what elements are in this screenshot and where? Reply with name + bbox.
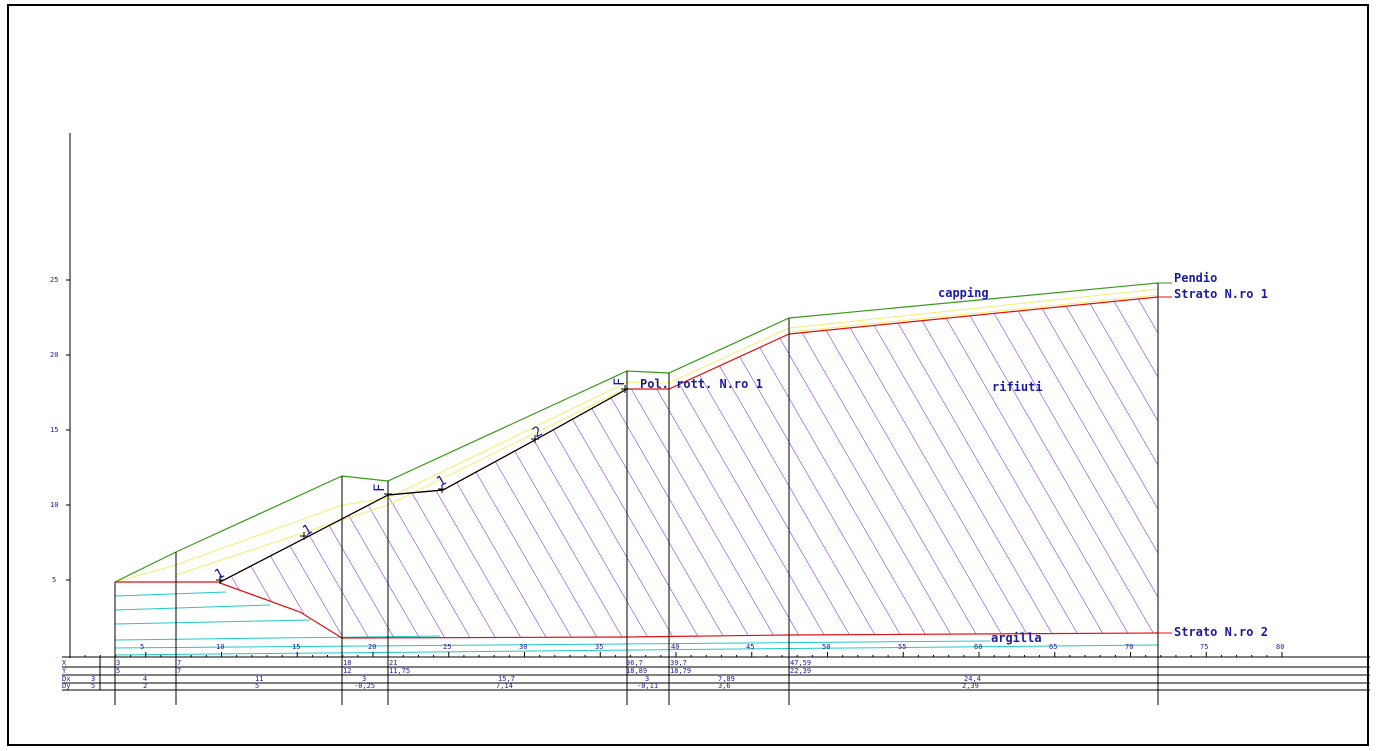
- y-tick-label: 15: [50, 426, 58, 434]
- surface-point-markers: [216, 385, 629, 584]
- table-x-cell: 36,7: [626, 659, 643, 667]
- x-tick-label: 70: [1125, 643, 1133, 651]
- table-row-label-dx: Dx: [62, 675, 70, 683]
- x-tick-label: 40: [671, 643, 679, 651]
- surface-marker-label: F: [372, 484, 388, 492]
- table-y-cell: 22,39: [790, 667, 811, 675]
- x-axis-table-lines: [62, 656, 1370, 691]
- rifiuti-label: rifiuti: [992, 380, 1043, 394]
- x-tick-label: 30: [519, 643, 527, 651]
- y-tick-label: 5: [52, 576, 56, 584]
- table-dx-cell: 11: [255, 675, 263, 683]
- table-row-label-x: X: [62, 659, 67, 667]
- strato2-label: Strato N.ro 2: [1174, 625, 1268, 639]
- x-tick-label: 60: [974, 643, 982, 651]
- table-y-cell: 18,89: [626, 667, 647, 675]
- argilla-label: argilla: [991, 631, 1042, 645]
- slip-surface-label: Pol. rott. N.ro 1: [640, 377, 763, 391]
- table-y-cell: 18,79: [670, 667, 691, 675]
- rifiuti-hatch-region: [220, 296, 1158, 638]
- x-tick-label: 45: [746, 643, 754, 651]
- x-axis-minor-ticks: [69, 652, 1283, 657]
- table-dy-cell: 7,14: [496, 682, 513, 690]
- y-tick-label: 20: [50, 351, 58, 359]
- table-row-label-y: Y: [62, 667, 67, 675]
- x-tick-label: 5: [140, 643, 144, 651]
- drawing-frame: [7, 4, 1369, 746]
- table-dy-cell: -0,11: [637, 682, 658, 690]
- table-dy-cell: 5: [91, 682, 95, 690]
- x-tick-label: 20: [368, 643, 376, 651]
- table-dx-cell: 15,7: [498, 675, 515, 683]
- table-y-cell: 7: [177, 667, 181, 675]
- y-tick-label: 25: [50, 276, 58, 284]
- table-y-cell: 11,75: [389, 667, 410, 675]
- y-axis-ticks: [66, 279, 70, 581]
- table-dx-cell: 3: [362, 675, 366, 683]
- table-x-cell: 7: [177, 659, 181, 667]
- strato1-label: Strato N.ro 1: [1174, 287, 1268, 301]
- table-dx-cell: 7,89: [718, 675, 735, 683]
- table-dx-cell: 4: [143, 675, 147, 683]
- table-dy-cell: 2: [143, 682, 147, 690]
- table-row-label-dy: Dy: [62, 682, 70, 690]
- table-dy-cell: 2,39: [962, 682, 979, 690]
- surface-marker-label: F: [612, 378, 628, 386]
- section-verticals: [114, 283, 1159, 705]
- x-tick-label: 25: [443, 643, 451, 651]
- pendio-label: Pendio: [1174, 271, 1217, 285]
- table-x-cell: 39,7: [670, 659, 687, 667]
- table-y-cell: 12: [343, 667, 351, 675]
- table-dx-cell: 3: [91, 675, 95, 683]
- slip-surface-line: [219, 388, 628, 583]
- label-connector-lines: [1158, 282, 1172, 634]
- x-tick-label: 10: [216, 643, 224, 651]
- ground-profile-line: [114, 282, 1159, 583]
- x-tick-label: 15: [292, 643, 300, 651]
- x-tick-label: 35: [595, 643, 603, 651]
- table-dx-cell: 24,4: [964, 675, 981, 683]
- table-dy-cell: -0,25: [354, 682, 375, 690]
- table-dy-cell: 3,6: [718, 682, 731, 690]
- argilla-layer-lines: [114, 591, 1159, 656]
- capping-label: capping: [938, 286, 989, 300]
- x-tick-label: 80: [1276, 643, 1284, 651]
- table-x-cell: 47,59: [790, 659, 811, 667]
- table-x-cell: 3: [116, 659, 120, 667]
- table-dy-cell: 5: [255, 682, 259, 690]
- table-x-cell: 21: [389, 659, 397, 667]
- y-tick-label: 10: [50, 501, 58, 509]
- x-tick-label: 55: [898, 643, 906, 651]
- table-y-cell: 5: [116, 667, 120, 675]
- x-tick-label: 65: [1049, 643, 1057, 651]
- table-x-cell: 18: [343, 659, 351, 667]
- x-tick-label: 50: [822, 643, 830, 651]
- table-dx-cell: 3: [645, 675, 649, 683]
- x-tick-label: 75: [1200, 643, 1208, 651]
- capping-layer-lines: [114, 288, 1159, 583]
